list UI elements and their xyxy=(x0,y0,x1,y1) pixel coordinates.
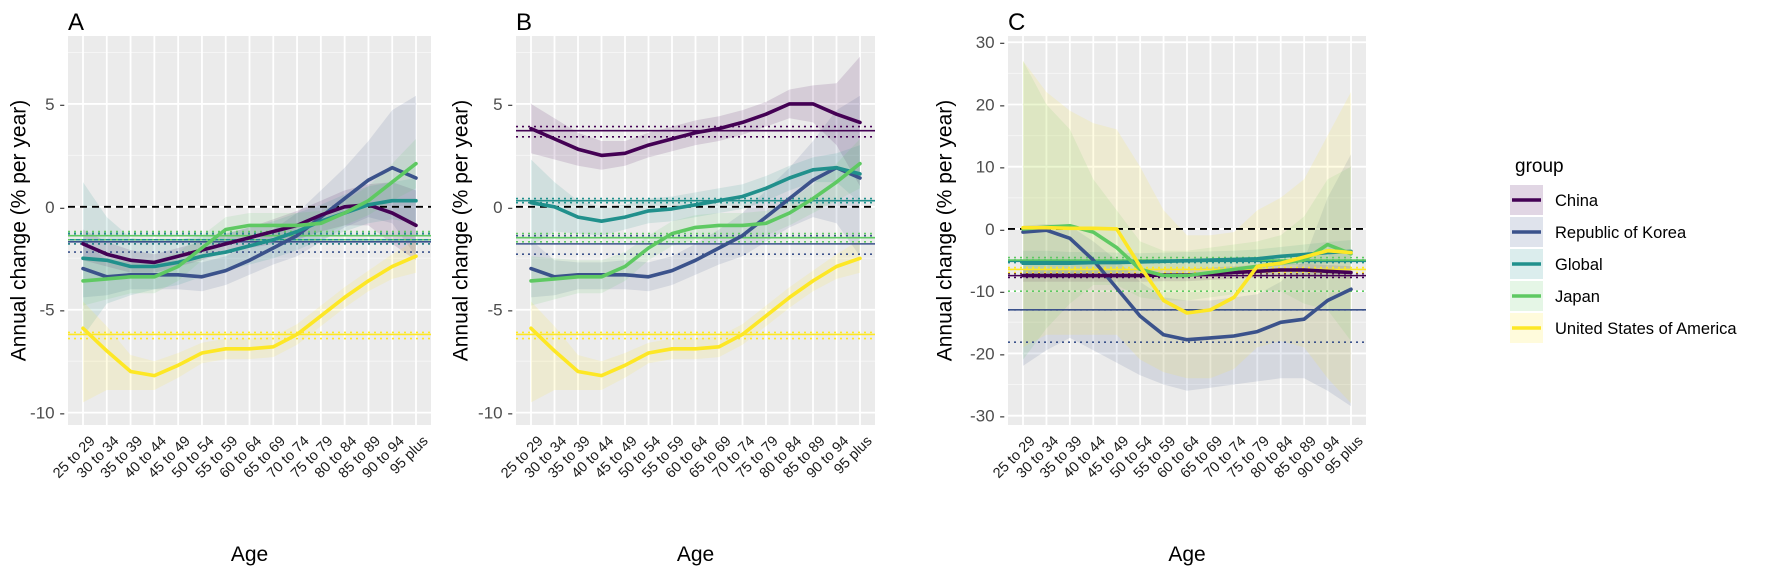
legend-item-global: Global xyxy=(1510,249,1603,279)
series-line-japan xyxy=(81,161,418,283)
legend-label-korea: Republic of Korea xyxy=(1555,224,1687,242)
y-axis-title: Annual change (% per year) xyxy=(934,100,957,362)
series-line-korea xyxy=(529,165,862,279)
series-line-usa xyxy=(81,254,418,378)
y-tick-label: 5 - xyxy=(493,95,513,114)
ci-band-usa xyxy=(83,239,416,403)
x-axis-title: Age xyxy=(231,543,268,566)
legend-label-china: China xyxy=(1555,192,1599,210)
panel-label: A xyxy=(68,9,84,36)
y-tick-label: -10 - xyxy=(30,404,65,423)
y-tick-label: 30 - xyxy=(976,33,1005,52)
legend-label-usa: United States of America xyxy=(1555,320,1737,338)
series-line-global xyxy=(529,165,862,223)
panel-label: B xyxy=(516,9,532,36)
legend-item-usa: United States of America xyxy=(1510,313,1737,343)
series-line-china xyxy=(529,102,862,158)
y-tick-label: 0 - xyxy=(45,198,65,217)
legend-items: China Republic of Korea Global Japan United … xyxy=(1510,185,1737,343)
ci-band-global xyxy=(1023,240,1351,276)
y-tick-label: 5 - xyxy=(45,95,65,114)
ci-band-usa xyxy=(1023,60,1351,404)
y-tick-label: 10 - xyxy=(976,158,1005,177)
y-tick-label: -20 - xyxy=(970,344,1005,363)
series-line-korea xyxy=(81,165,418,279)
y-tick-label: -5 - xyxy=(488,301,514,320)
y-tick-label: 20 - xyxy=(976,95,1005,114)
legend-item-japan: Japan xyxy=(1510,281,1600,311)
series-line-global xyxy=(81,198,418,269)
x-axis-title: Age xyxy=(1168,543,1205,566)
legend-title: group xyxy=(1515,156,1564,177)
legend-item-china: China xyxy=(1510,185,1599,215)
legend-label-global: Global xyxy=(1555,256,1603,274)
legend-label-japan: Japan xyxy=(1555,288,1600,306)
y-tick-label: -5 - xyxy=(40,301,66,320)
series-line-korea xyxy=(1021,228,1353,342)
ci-band-japan xyxy=(531,138,860,306)
y-tick-label: 0 - xyxy=(493,198,513,217)
legend-item-korea: Republic of Korea xyxy=(1510,217,1687,247)
series-line-usa xyxy=(1021,225,1353,315)
panel-C: C30 -20 -10 -0 --10 --20 --30 -25 to 293… xyxy=(934,9,1367,566)
series-line-japan xyxy=(529,161,862,283)
ci-band-usa xyxy=(531,239,860,403)
y-tick-label: 0 - xyxy=(985,220,1005,239)
ci-band-china xyxy=(83,182,416,273)
y-tick-label: -10 - xyxy=(478,404,513,423)
y-tick-label: -10 - xyxy=(970,282,1005,301)
y-tick-label: -30 - xyxy=(970,407,1005,426)
ci-band-japan xyxy=(1023,60,1351,360)
panel-label: C xyxy=(1008,9,1025,36)
y-axis-title: Annual change (% per year) xyxy=(8,100,31,362)
x-axis-title: Age xyxy=(677,543,714,566)
series-line-global xyxy=(1021,249,1353,266)
ci-band-korea xyxy=(1023,154,1351,407)
legend: group China Republic of Korea Global Japan U… xyxy=(1510,156,1737,343)
y-axis-title: Annual change (% per year) xyxy=(450,100,473,362)
series-line-usa xyxy=(529,256,862,378)
